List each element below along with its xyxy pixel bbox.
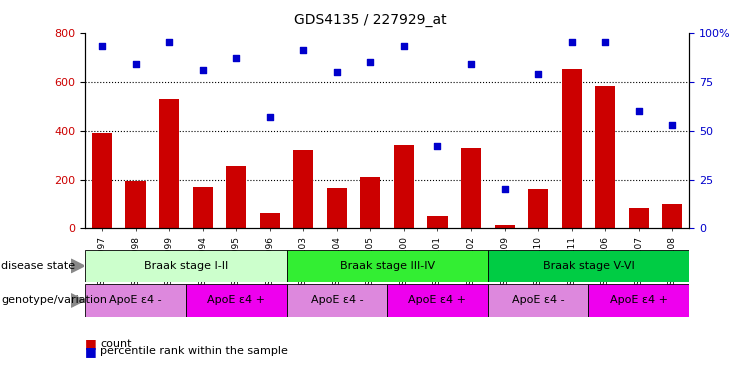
Point	[96, 43, 108, 50]
Text: Braak stage I-II: Braak stage I-II	[144, 261, 228, 271]
Bar	[461, 148, 481, 228]
Bar	[394, 145, 414, 228]
Polygon shape	[71, 259, 84, 273]
Bar	[488, 284, 588, 317]
Polygon shape	[71, 294, 84, 307]
Bar	[494, 225, 515, 228]
Text: ■: ■	[85, 345, 97, 358]
Text: genotype/variation: genotype/variation	[1, 295, 107, 306]
Point	[264, 114, 276, 120]
Bar	[662, 204, 682, 228]
Text: ApoE ε4 +: ApoE ε4 +	[408, 295, 467, 306]
Bar	[488, 250, 689, 282]
Bar	[159, 99, 179, 228]
Point	[163, 40, 175, 46]
Bar	[226, 166, 246, 228]
Text: Braak stage III-IV: Braak stage III-IV	[339, 261, 435, 271]
Point	[532, 71, 544, 77]
Bar	[588, 284, 689, 317]
Text: ApoE ε4 -: ApoE ε4 -	[310, 295, 363, 306]
Text: ApoE ε4 -: ApoE ε4 -	[109, 295, 162, 306]
Bar	[428, 216, 448, 228]
Bar	[125, 181, 145, 228]
Point	[465, 61, 477, 67]
Point	[398, 43, 410, 50]
Point	[499, 186, 511, 192]
Bar	[85, 250, 287, 282]
Text: ■: ■	[85, 337, 97, 350]
Bar	[85, 284, 186, 317]
Text: ApoE ε4 +: ApoE ε4 +	[207, 295, 265, 306]
Bar	[193, 187, 213, 228]
Bar	[562, 70, 582, 228]
Bar	[628, 208, 649, 228]
Bar	[595, 86, 615, 228]
Text: count: count	[100, 339, 132, 349]
Bar	[528, 189, 548, 228]
Text: Braak stage V-VI: Braak stage V-VI	[542, 261, 634, 271]
Bar	[387, 284, 488, 317]
Point	[599, 40, 611, 46]
Bar	[259, 213, 280, 228]
Text: disease state: disease state	[1, 261, 76, 271]
Text: percentile rank within the sample: percentile rank within the sample	[100, 346, 288, 356]
Point	[633, 108, 645, 114]
Bar	[92, 133, 112, 228]
Text: ApoE ε4 -: ApoE ε4 -	[512, 295, 565, 306]
Point	[365, 59, 376, 65]
Bar	[186, 284, 287, 317]
Bar	[327, 188, 347, 228]
Point	[230, 55, 242, 61]
Point	[666, 122, 678, 128]
Point	[566, 40, 578, 46]
Point	[431, 143, 443, 149]
Point	[196, 67, 208, 73]
Point	[130, 61, 142, 67]
Bar	[287, 250, 488, 282]
Bar	[287, 284, 387, 317]
Point	[297, 47, 309, 53]
Text: ApoE ε4 +: ApoE ε4 +	[610, 295, 668, 306]
Bar	[293, 150, 313, 228]
Text: GDS4135 / 227929_at: GDS4135 / 227929_at	[294, 13, 447, 27]
Point	[331, 69, 343, 75]
Bar	[360, 177, 380, 228]
